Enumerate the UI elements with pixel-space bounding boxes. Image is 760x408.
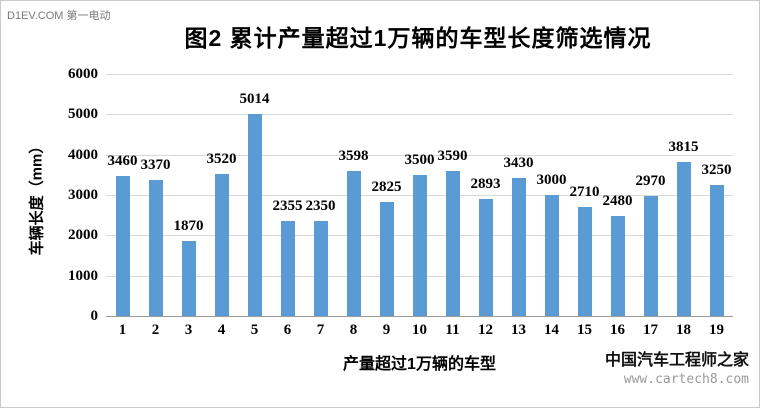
x-tick-label: 9 (382, 322, 391, 338)
bar-value-label: 2825 (371, 179, 402, 196)
y-tick-label: 5000 (68, 106, 98, 123)
x-tick-label: 13 (511, 322, 526, 338)
bar (214, 174, 229, 316)
y-tick-label: 0 (90, 308, 99, 324)
bar (643, 196, 658, 316)
bar (247, 113, 262, 316)
x-tick-label: 3 (184, 322, 193, 338)
x-tick-label: 2 (151, 322, 160, 338)
x-tick-label: 6 (283, 322, 292, 338)
watermark-top-left: D1EV.COM 第一电动 (7, 10, 111, 22)
y-tick-label: 3000 (68, 187, 98, 203)
chart-title: 图2 累计产量超过1万辆的车型长度筛选情况 (184, 25, 652, 51)
gridline (106, 74, 733, 75)
bar-value-label: 2893 (470, 176, 501, 193)
x-tick-label: 7 (316, 322, 325, 338)
x-axis-title: 产量超过1万辆的车型 (343, 356, 496, 373)
bar-value-label: 3250 (701, 161, 732, 178)
watermark-bottom-right-name: 中国汽车工程师之家 (604, 352, 749, 369)
y-tick-label: 1000 (68, 267, 98, 284)
bar (280, 221, 295, 316)
bar-value-label: 3598 (338, 147, 369, 164)
bar-value-label: 2710 (569, 183, 600, 200)
x-tick-label: 12 (478, 322, 493, 338)
bar-value-label: 3370 (140, 157, 171, 174)
bar (313, 221, 328, 316)
bar-value-label: 2480 (602, 192, 633, 209)
y-tick-label: 4000 (68, 146, 98, 163)
x-tick-label: 18 (676, 322, 691, 338)
x-tick-label: 19 (709, 322, 724, 338)
bar (577, 206, 592, 316)
bar (610, 215, 625, 316)
y-tick-label: 6000 (68, 66, 98, 82)
bar-value-label: 1870 (173, 217, 204, 234)
gridline (106, 154, 733, 156)
bar-value-label: 5014 (239, 90, 270, 107)
x-tick-label: 10 (412, 322, 427, 338)
y-tick-label: 2000 (68, 227, 98, 244)
bar (346, 170, 361, 316)
plot-area: 0 1000 2000 3000 4000 5000 6000 3460 1 3370 2 1870 3… (68, 66, 733, 338)
bar-value-label: 3815 (668, 139, 699, 156)
bar-value-label: 3520 (206, 151, 237, 168)
x-axis-line (106, 316, 733, 317)
gridline (106, 114, 733, 116)
x-tick-label: 4 (217, 322, 226, 338)
bar-value-label: 3430 (503, 154, 534, 171)
bar-value-label: 3460 (107, 153, 138, 170)
x-tick-label: 1 (118, 322, 127, 338)
bar (379, 202, 394, 316)
x-tick-label: 16 (610, 322, 625, 338)
bar (511, 177, 526, 316)
x-tick-label: 17 (643, 322, 658, 338)
bar (676, 162, 691, 316)
x-tick-label: 14 (544, 322, 559, 338)
bar (115, 176, 130, 316)
x-tick-label: 11 (445, 322, 460, 338)
bar (445, 171, 460, 316)
bar-value-label: 2355 (272, 198, 303, 215)
bar-value-label: 2970 (635, 173, 666, 190)
x-tick-label: 5 (250, 322, 259, 338)
bar-value-label: 3000 (536, 172, 567, 188)
watermark-bottom-right-url: www.cartech8.com (623, 372, 749, 387)
bar (709, 184, 724, 316)
bar-value-label: 2350 (305, 198, 336, 215)
x-tick-label: 15 (577, 322, 592, 338)
y-axis-title: 车辆长度（mm） (28, 138, 46, 256)
bar (181, 240, 196, 316)
bar-value-label: 3590 (437, 148, 468, 165)
bar-value-label: 3500 (404, 151, 435, 168)
watermark-bottom-right: 中国汽车工程师之家 www.cartech8.com (605, 351, 749, 388)
bar (544, 195, 559, 316)
bar (148, 180, 163, 316)
bar (478, 199, 493, 316)
x-tick-label: 8 (349, 322, 358, 338)
bar (412, 174, 427, 316)
